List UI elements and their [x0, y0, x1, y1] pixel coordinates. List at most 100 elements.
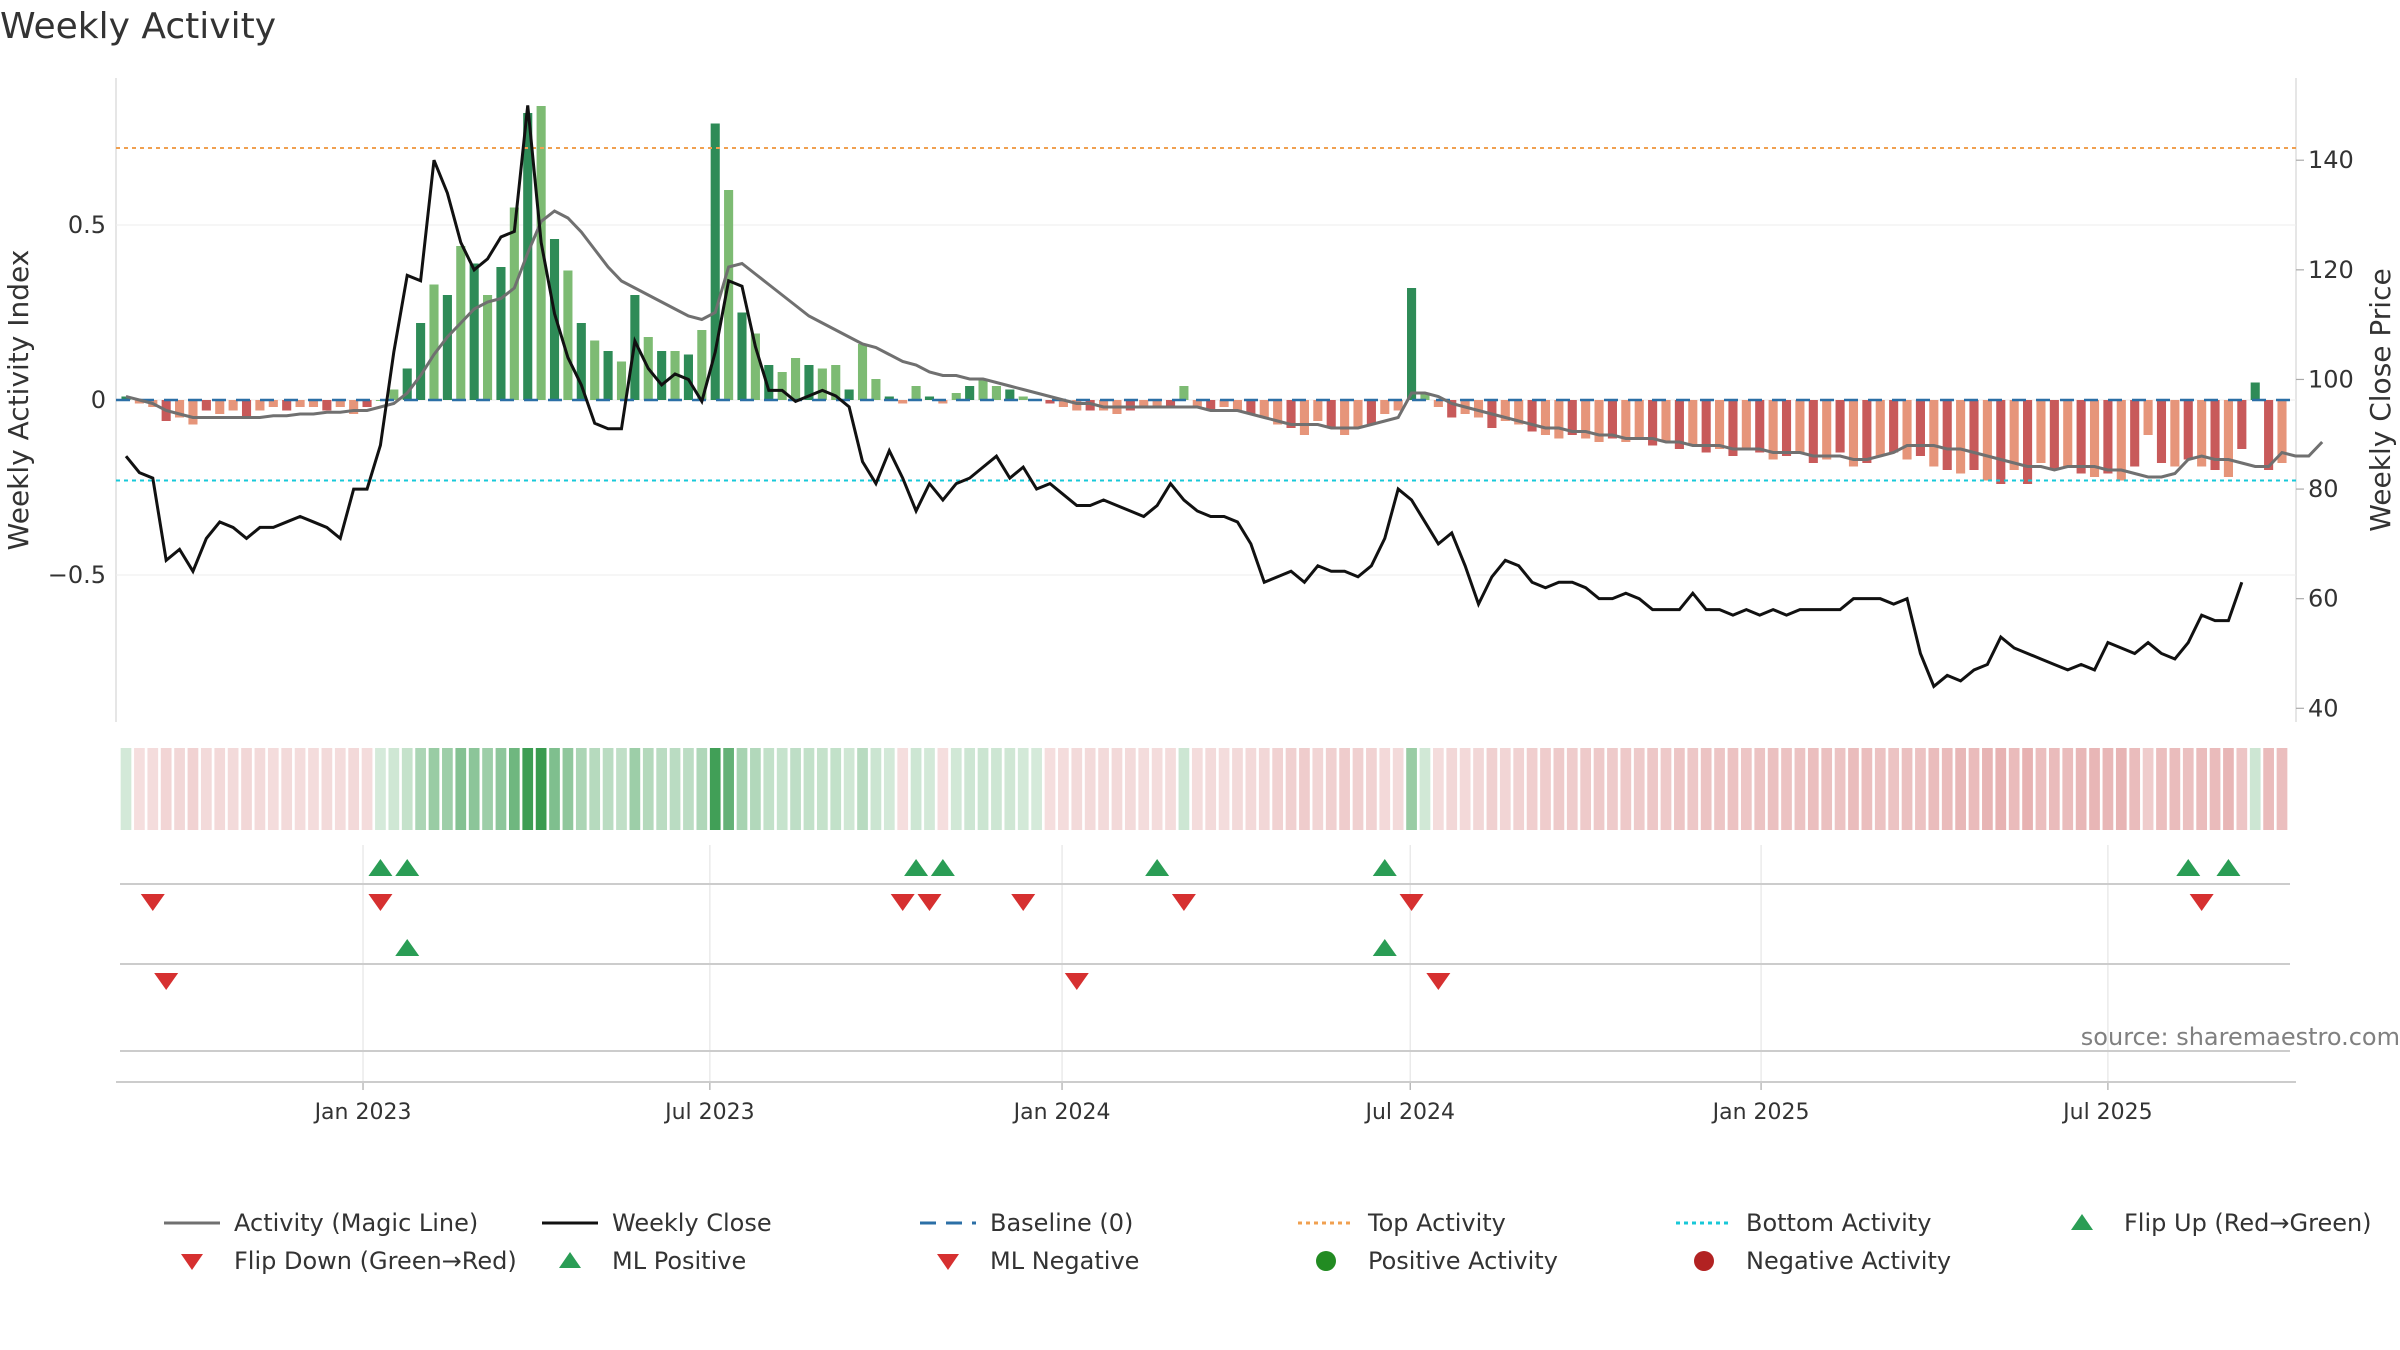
ml-negative-marker: [1426, 973, 1451, 990]
activity-bar: [1165, 400, 1176, 407]
activity-bar: [1514, 400, 1524, 425]
heat-cell: [294, 748, 306, 830]
flip-up-marker: [930, 859, 955, 876]
activity-bar: [1621, 400, 1631, 442]
heat-cell: [1151, 748, 1163, 830]
activity-bar: [2210, 400, 2220, 470]
y2-tick-label: 140: [2308, 146, 2354, 174]
activity-bar: [1340, 400, 1350, 435]
heat-cell: [924, 748, 935, 830]
bottom-activity-swatch-icon: [1676, 1221, 1732, 1225]
activity-bar: [201, 400, 211, 411]
activity-bar: [1179, 386, 1189, 400]
heat-cell: [816, 748, 828, 830]
heat-cell: [1714, 748, 1725, 830]
heat-cell: [1138, 748, 1150, 830]
heat-cell: [160, 748, 172, 830]
heat-cell: [1205, 748, 1217, 830]
heat-cell: [334, 748, 346, 830]
heat-cell: [254, 748, 266, 830]
activity-bar: [697, 330, 707, 400]
heat-cell: [1299, 748, 1310, 830]
activity-bar: [777, 372, 787, 400]
heat-cell: [616, 748, 627, 830]
heat-cell: [2209, 748, 2221, 830]
activity-bar: [2237, 400, 2247, 449]
activity-bar: [2183, 400, 2193, 460]
activity-bar: [737, 312, 747, 400]
activity-bar: [1581, 400, 1591, 439]
activity-bar: [2063, 400, 2073, 467]
activity-bar: [1942, 400, 1952, 470]
activity-bar: [1996, 400, 2006, 484]
heat-cell: [200, 748, 212, 830]
heat-cell: [883, 748, 895, 830]
heat-cell: [736, 748, 748, 830]
x-tick-label: Jan 2024: [1012, 1100, 1111, 1125]
legend: Activity (Magic Line) Weekly Close Basel…: [160, 1208, 2400, 1308]
legend-label: ML Positive: [612, 1247, 747, 1275]
activity-bar: [938, 400, 948, 404]
activity-bar: [1407, 288, 1417, 400]
activity-bar: [362, 400, 372, 407]
triangle-down-icon: [181, 1254, 203, 1270]
activity-bar: [750, 333, 760, 400]
heat-cell: [2035, 748, 2047, 830]
activity-bar: [1781, 400, 1792, 456]
activity-bar: [657, 351, 667, 400]
activity-bar: [509, 207, 519, 400]
activity-bar: [2156, 400, 2167, 463]
activity-bar: [442, 295, 452, 400]
magic-line: [125, 209, 2324, 479]
activity-bar: [536, 106, 546, 400]
activity-bar: [2076, 400, 2086, 474]
legend-item-ml-negative: ML Negative: [916, 1246, 1139, 1276]
heat-cell: [1084, 748, 1096, 830]
activity-bar: [2170, 400, 2180, 467]
circle-icon: [1316, 1251, 1336, 1271]
activity-bar: [844, 389, 854, 400]
activity-bar: [549, 239, 560, 400]
heat-cell: [910, 748, 922, 830]
heat-cell: [1325, 748, 1337, 830]
activity-bar: [1125, 400, 1135, 411]
heat-cell: [1687, 748, 1699, 830]
heat-cell: [147, 748, 159, 830]
activity-bar: [2103, 400, 2113, 474]
activity-bar: [1956, 400, 1966, 474]
activity-bar: [1152, 400, 1162, 407]
activity-bar: [215, 400, 225, 414]
heat-cell: [642, 748, 654, 830]
heat-cell: [2129, 748, 2141, 830]
heat-cell: [134, 748, 145, 830]
heat-cell: [830, 748, 842, 830]
x-tick-label: Jan 2023: [313, 1100, 412, 1125]
heat-cell: [1928, 748, 1940, 830]
heat-cell: [535, 748, 547, 830]
activity-bar: [1889, 400, 1899, 453]
activity-bar: [2116, 400, 2126, 481]
heat-cell: [937, 748, 949, 830]
heat-cell: [1165, 748, 1176, 830]
heat-cell: [1566, 748, 1578, 830]
legend-item-weekly-close: Weekly Close: [538, 1208, 772, 1238]
heat-cell: [2008, 748, 2020, 830]
flip-down-marker: [1399, 894, 1424, 911]
heat-cell: [401, 748, 413, 830]
activity-bar: [1259, 400, 1269, 418]
activity-bar: [576, 323, 586, 400]
flip-up-marker: [395, 859, 420, 876]
heat-cell: [308, 748, 319, 830]
flip-down-marker: [917, 894, 942, 911]
activity-bar: [563, 270, 573, 400]
legend-label: Positive Activity: [1368, 1247, 1558, 1275]
activity-bar: [1929, 400, 1939, 467]
heat-cell: [241, 748, 252, 830]
activity-bar: [1353, 400, 1363, 428]
heat-cell: [1647, 748, 1658, 830]
heat-cell: [1178, 748, 1190, 830]
activity-bar: [2250, 382, 2260, 400]
heat-cell: [2263, 748, 2274, 830]
heat-cell: [1379, 748, 1391, 830]
heat-cell: [1553, 748, 1565, 830]
